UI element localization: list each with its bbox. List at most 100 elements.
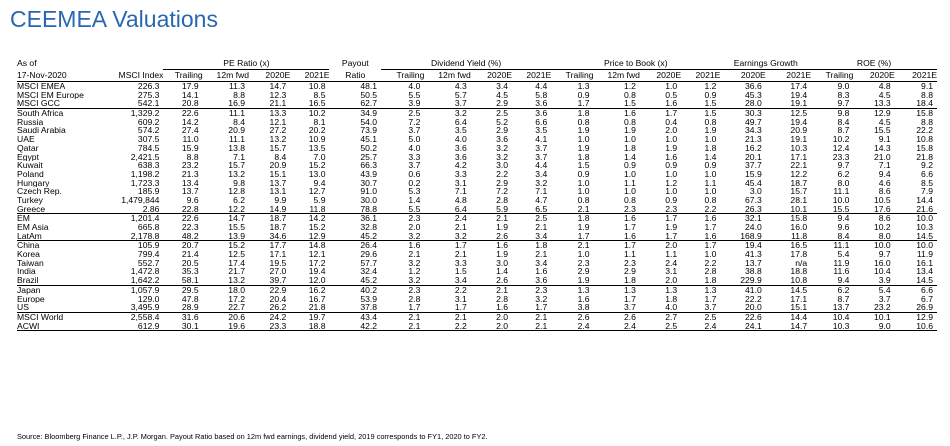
table-cell: 14.4 xyxy=(765,311,812,322)
table-cell: 3.2 xyxy=(496,152,509,162)
table-cell: 12.5 xyxy=(765,108,812,118)
table-cell: 23.2 xyxy=(873,303,891,313)
table-row: Hungary 1,723.3 13.4 9.8 13.7 9.4 30.7 0.2 3.1 2.… xyxy=(17,179,937,188)
msci-index-value: 2.86 xyxy=(142,204,160,214)
pe-12m-fwd-header: 12m fwd xyxy=(202,69,250,82)
table-cell: 2.4 xyxy=(681,321,721,332)
table-cell: 19.1 xyxy=(790,135,808,144)
table-cell: 10.4 xyxy=(873,267,891,277)
table-cell: 2.3 xyxy=(381,284,425,295)
table-cell: 22.2 xyxy=(916,126,933,136)
table-cell: 1.6 xyxy=(665,99,678,109)
msci-index-value: 1,201.4 xyxy=(95,213,164,223)
table-cell: 2.4 xyxy=(551,321,594,332)
table-cell: 2.1 xyxy=(454,223,467,232)
table-cell: 1.0 xyxy=(704,135,717,144)
table-cell: 14.4 xyxy=(916,195,933,205)
dy-12m-fwd-header: 12m fwd xyxy=(424,69,471,82)
table-cell: 4.0 xyxy=(454,135,467,144)
table-cell: 2.2 xyxy=(704,258,717,268)
table-cell: 12.9 xyxy=(853,108,895,118)
msci-index-value: 226.3 xyxy=(137,81,160,91)
table-cell: 13.2 xyxy=(228,169,246,179)
table-cell: 32.4 xyxy=(360,267,378,277)
table-cell: 11.8 xyxy=(791,231,808,241)
table-cell: 3.2 xyxy=(408,231,421,241)
table-cell: 1.9 xyxy=(665,223,678,232)
row-label: ACWI xyxy=(17,321,96,332)
valuations-table: As of PE Ratio (x) Payout Dividend Yield… xyxy=(17,58,937,332)
table-cell: 17.1 xyxy=(790,294,808,304)
table-cell: 1.0 xyxy=(577,250,590,259)
table-cell: 42.2 xyxy=(329,321,382,332)
table-cell: 1.6 xyxy=(593,213,640,223)
row-label: Kuwait xyxy=(17,161,43,170)
row-label: Taiwan xyxy=(17,258,44,268)
table-cell: 22.8 xyxy=(181,204,199,214)
table-cell: 18.8 xyxy=(790,267,808,277)
table-cell: 20.9 xyxy=(269,161,287,170)
row-label: Europe xyxy=(17,294,45,304)
table-cell: 22.6 xyxy=(720,311,766,322)
table-cell: 7.9 xyxy=(921,187,933,196)
table-cell: 8.4 xyxy=(837,231,850,241)
table-cell: 1.8 xyxy=(623,276,636,286)
table-cell: 27.0 xyxy=(269,267,287,277)
table-cell: 4.4 xyxy=(535,81,548,91)
table-cell: 13.7 xyxy=(269,178,287,188)
table-cell: 3.4 xyxy=(454,276,467,286)
date-label: 17-Nov-2020 xyxy=(17,69,96,82)
table-cell: 1.8 xyxy=(704,143,717,153)
table-cell: 6.4 xyxy=(454,204,467,214)
table-cell: 2.1 xyxy=(551,240,594,251)
table-cell: 1.8 xyxy=(512,240,552,251)
table-cell: 5.2 xyxy=(496,117,509,127)
table-cell: 11.1 xyxy=(811,240,854,251)
table-cell: 7.1 xyxy=(454,187,467,196)
table-cell: 14.9 xyxy=(269,204,287,214)
table-cell: 2.1 xyxy=(424,311,471,322)
table-cell: 2.2 xyxy=(424,284,471,295)
table-cell: 5.5 xyxy=(408,204,421,214)
table-cell: 0.4 xyxy=(665,117,678,127)
table-row: India 1,472.8 35.3 21.7 27.0 19.4 32.4 1.2 1.5 1.… xyxy=(17,267,937,276)
table-cell: 9.6 xyxy=(186,195,199,205)
table-cell: 0.9 xyxy=(577,90,590,100)
table-cell: 13.2 xyxy=(269,135,287,144)
table-cell: 15.1 xyxy=(269,169,287,179)
table-cell: 2.6 xyxy=(496,231,509,241)
table-cell: 8.8 xyxy=(233,90,246,100)
table-cell: 3.4 xyxy=(535,169,548,179)
table-cell: 1.7 xyxy=(704,294,717,304)
roe-2021e-header: 2021E xyxy=(894,69,937,82)
table-cell: 45.2 xyxy=(360,231,378,241)
table-cell: 2.5 xyxy=(639,321,682,332)
table-cell: 22.7 xyxy=(228,303,246,313)
table-cell: 29.6 xyxy=(360,250,378,259)
table-cell: 14.1 xyxy=(181,90,199,100)
table-cell: 26.4 xyxy=(329,240,382,251)
table-cell: 21.6 xyxy=(916,204,933,214)
table-cell: 1.0 xyxy=(577,187,590,196)
table-cell: 37.8 xyxy=(360,303,378,313)
table-cell: 17.8 xyxy=(790,250,808,259)
table-cell: 57.7 xyxy=(360,258,378,268)
table-cell: 20.7 xyxy=(163,240,203,251)
table-cell: 30.0 xyxy=(360,195,378,205)
table-cell: 20.6 xyxy=(202,311,250,322)
table-cell: 7.2 xyxy=(496,187,509,196)
table-cell: 19.6 xyxy=(202,321,250,332)
table-cell: 1.8 xyxy=(704,276,717,286)
row-label: Turkey xyxy=(17,195,43,205)
table-cell: 8.8 xyxy=(921,117,933,127)
table-cell: 2.6 xyxy=(551,311,594,322)
msci-index-value: 129.0 xyxy=(137,294,160,304)
table-cell: 24.1 xyxy=(720,321,766,332)
table-cell: 2.3 xyxy=(577,258,590,268)
table-cell: 4.6 xyxy=(878,178,891,188)
table-cell: 2.8 xyxy=(704,267,717,277)
table-cell: 9.1 xyxy=(921,81,933,91)
table-cell: 15.9 xyxy=(181,143,199,153)
table-cell: 1.1 xyxy=(704,178,717,188)
table-cell: 1.0 xyxy=(704,250,717,259)
